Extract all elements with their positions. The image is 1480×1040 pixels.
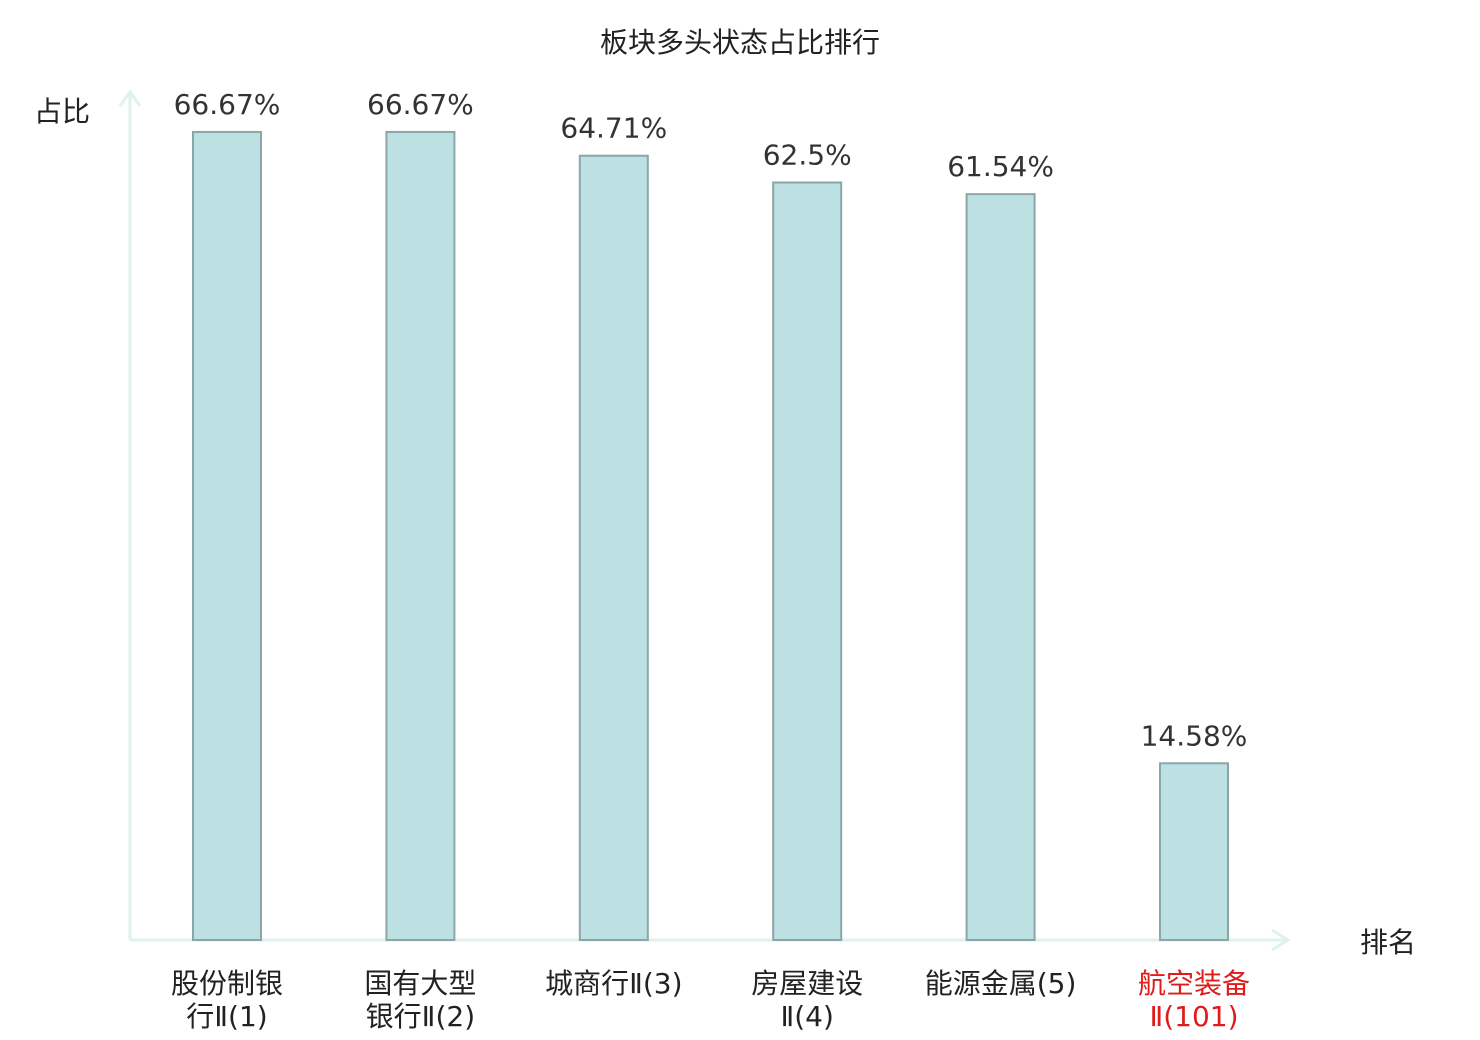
category-label: 房屋建设 (751, 967, 863, 1000)
y-axis-label: 占比 (34, 95, 90, 128)
category-label: 航空装备 (1138, 967, 1250, 1000)
category-label: 能源金属(5) (925, 967, 1077, 1000)
bar (578, 154, 649, 942)
category-label: 国有大型 (364, 967, 476, 1000)
bar (965, 193, 1036, 941)
chart-title: 板块多头状态占比排行 (600, 26, 880, 59)
category-label-line2: 行Ⅱ(1) (186, 1000, 267, 1033)
bar-value-label: 61.54% (947, 150, 1054, 183)
category-label-line2: Ⅱ(4) (780, 1000, 833, 1033)
bars-group (192, 130, 1229, 942)
category-label: 股份制银 (171, 967, 283, 1000)
x-axis-label: 排名 (1360, 926, 1416, 959)
category-label-line2: 银行Ⅱ(2) (366, 1000, 475, 1033)
bar-value-label: 66.67% (367, 88, 474, 121)
bar-value-label: 14.58% (1141, 719, 1248, 752)
category-label: 城商行Ⅱ(3) (545, 967, 682, 1000)
bar (772, 181, 843, 941)
bar-value-label: 62.5% (763, 139, 852, 172)
x-axis (130, 928, 1291, 952)
bar (192, 130, 262, 941)
value-labels-group: 66.67% 66.67% 64.71% 62.5% 61.54% 14.58% (174, 88, 1248, 752)
bar (1159, 762, 1229, 941)
bar-value-label: 64.71% (560, 112, 667, 145)
bar-value-label: 66.67% (174, 88, 281, 121)
category-label-line2: Ⅱ(101) (1149, 1000, 1238, 1033)
bar (385, 130, 456, 941)
y-axis (118, 89, 142, 940)
